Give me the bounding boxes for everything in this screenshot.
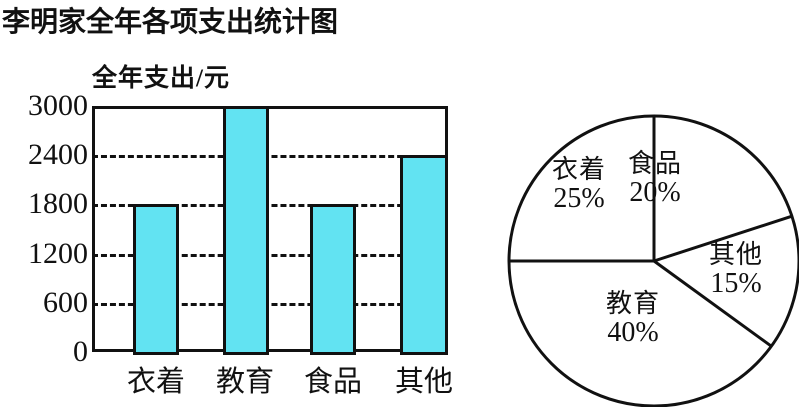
y-axis-ticks: 3000 2400 1800 1200 600 0 (0, 0, 88, 407)
y-tick-1200: 1200 (28, 237, 88, 270)
pie-slice-pct-qita: 15% (710, 268, 762, 300)
pie-slice-label-shipin: 食品 20% (600, 149, 710, 209)
pie-slice-label-jiaoyu: 教育 40% (578, 289, 688, 349)
pie-slice-name-qita: 其他 (708, 240, 763, 269)
y-tick-3000: 3000 (28, 89, 88, 122)
pie-slice-label-qita: 其他 15% (686, 240, 786, 300)
gridline-1200 (92, 254, 448, 257)
y-axis-label: 全年支出/元 (92, 65, 230, 92)
bar-yizhuo[interactable] (133, 204, 179, 355)
gridline-1800 (92, 204, 448, 207)
bar-shipin[interactable] (310, 204, 356, 355)
pie-chart: 陈杰家全年各项 支出统计图 食品 20% 其他 15% 教育 40% (500, 0, 799, 407)
bar-chart-title: 李明家全年各项支出统计图 (2, 5, 339, 38)
pie-slice-pct-yizhuo: 25% (553, 183, 605, 215)
gridline-600 (92, 303, 448, 306)
pie-slice-name-jiaoyu: 教育 (605, 289, 660, 318)
x-label-jiaoyu: 教育 (215, 366, 274, 398)
gridline-2400 (92, 155, 448, 158)
pie-slice-label-yizhuo: 衣着 25% (524, 155, 634, 215)
pie-divider-qita-jiaoyu (653, 259, 773, 348)
pie-slice-name-shipin: 食品 (627, 149, 682, 178)
y-tick-600: 600 (43, 286, 88, 319)
x-label-yizhuo: 衣着 (126, 366, 185, 398)
pie-divider-shipin-qita (653, 214, 793, 263)
pie-slice-pct-shipin: 20% (629, 177, 681, 209)
bar-jiaoyu[interactable] (223, 106, 269, 355)
pie-slice-name-yizhuo: 衣着 (551, 155, 606, 184)
pie-svg (507, 114, 799, 407)
y-tick-2400: 2400 (28, 138, 88, 171)
bar-qita[interactable] (400, 155, 448, 355)
y-tick-0: 0 (73, 335, 88, 368)
x-label-shipin: 食品 (303, 366, 362, 398)
y-tick-1800: 1800 (28, 187, 88, 220)
bar-chart: 李明家全年各项支出统计图 全年支出/元 3000 2400 1800 1200 … (0, 0, 453, 407)
x-label-qita: 其他 (394, 366, 453, 398)
pie-slice-pct-jiaoyu: 40% (607, 317, 659, 349)
